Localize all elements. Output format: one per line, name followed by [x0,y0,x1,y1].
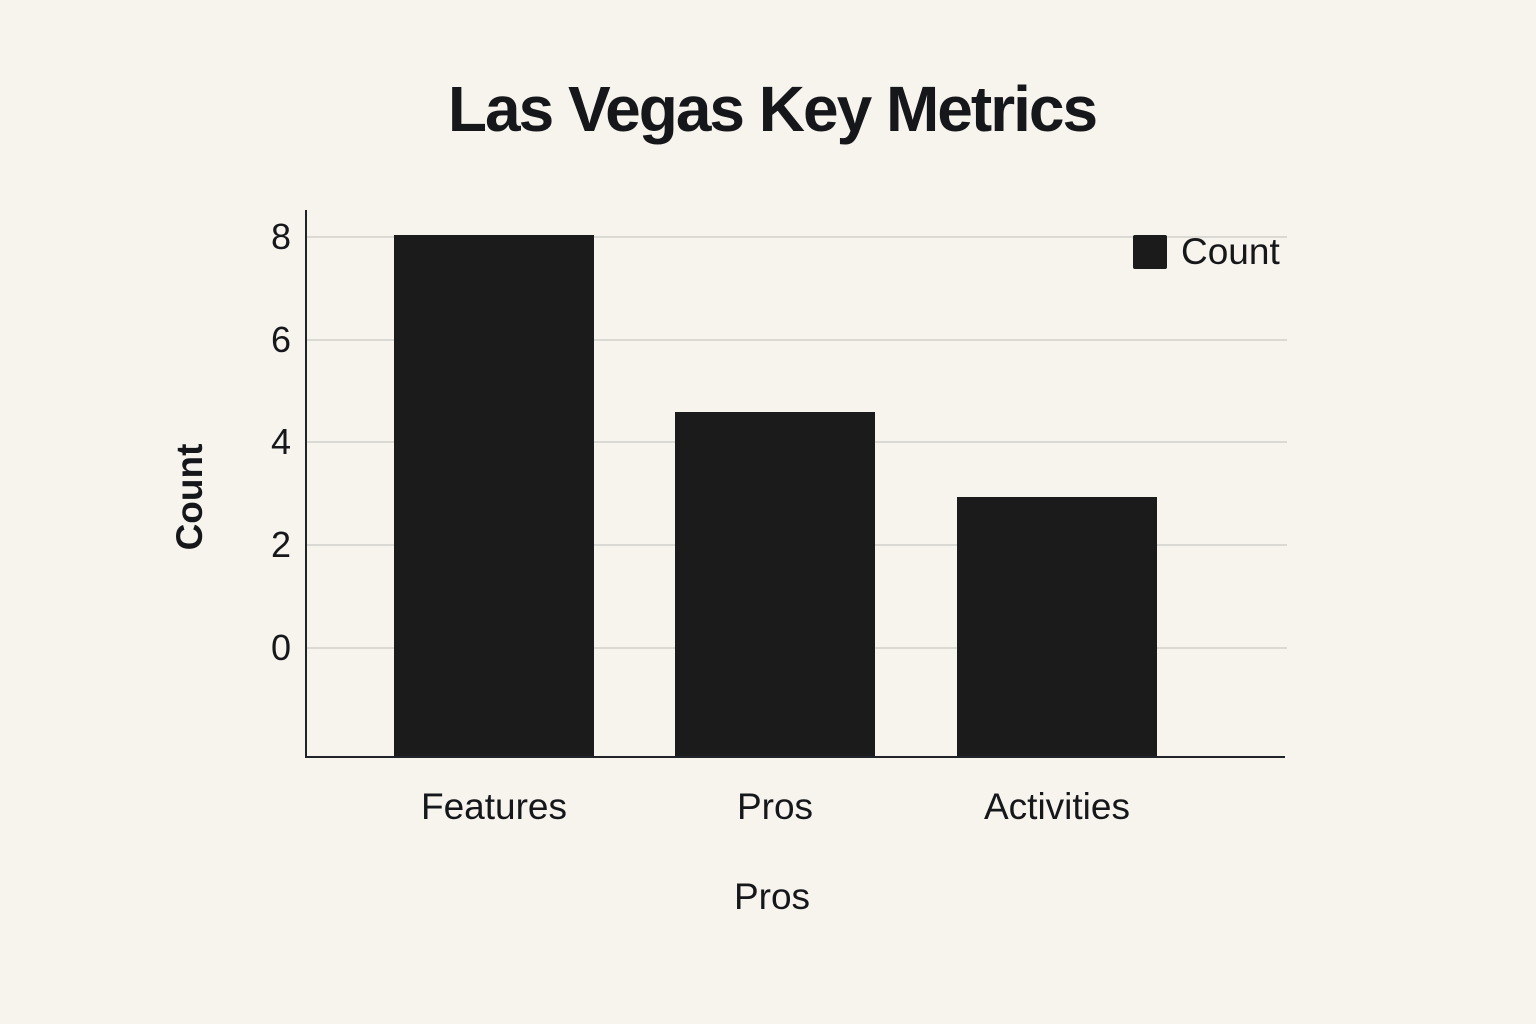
gridline-8 [307,235,1287,238]
y-tick-label-6: 6 [270,318,291,360]
chart-title: Las Vegas Key Metrics [447,73,1098,145]
bar-activities [957,496,1157,756]
x-tick-label-pros: Pros [736,786,814,827]
y-tick-label-4: 4 [270,421,291,463]
y-axis-title: Count [169,443,210,551]
y-tick-label-2: 2 [270,524,291,566]
legend: Count [1133,231,1280,273]
y-tick-label-0: 0 [270,627,291,668]
bar-pros [675,412,875,756]
gridline-6 [307,338,1287,341]
x-tick-label-activities: Activities [984,786,1130,827]
y-tick-label-8: 8 [270,215,291,257]
legend-label: Count [1181,231,1280,272]
bar-features [394,234,594,756]
x-axis-title: Pros [733,876,811,917]
legend-swatch-icon [1133,235,1167,269]
x-tick-label-features: Features [420,786,567,827]
plot-area: 0 2 4 6 8 Features Pros Activities [271,210,1287,827]
